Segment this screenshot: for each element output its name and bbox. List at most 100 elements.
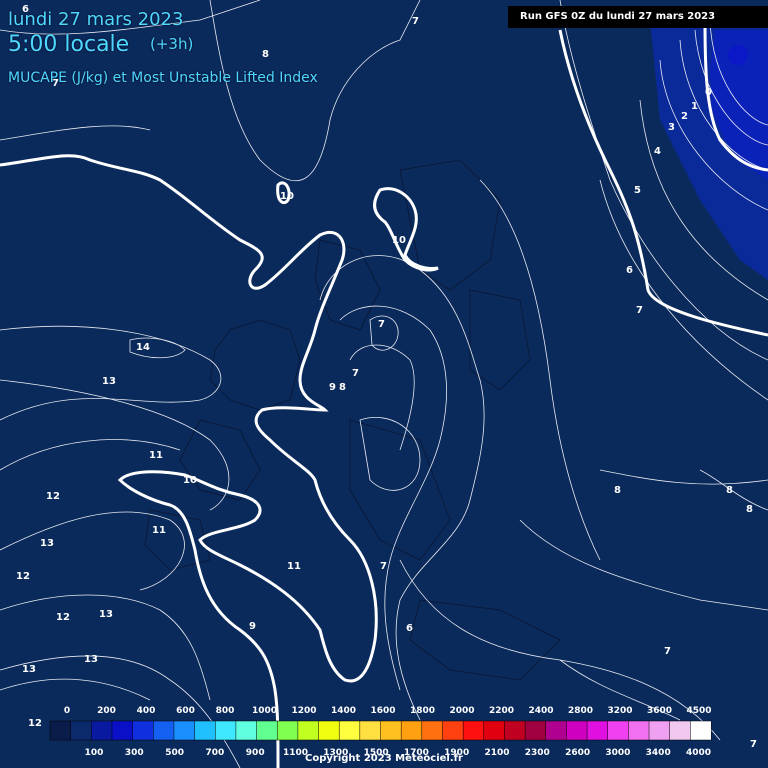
scale-swatch xyxy=(256,720,278,741)
scale-bottom-labels: 100 300 500 700 900 1100 1300 1500 1700 1900 2100 2… xyxy=(85,748,711,758)
scale-swatch xyxy=(91,720,113,741)
scale-swatch xyxy=(400,720,423,741)
forecast-offset: (+3h) xyxy=(150,35,194,53)
scale-label: 3600 xyxy=(647,706,672,716)
scale-swatch xyxy=(524,720,547,741)
scale-label: 200 xyxy=(97,706,116,716)
scale-swatch xyxy=(483,720,505,741)
contour-label: 13 xyxy=(99,609,113,620)
scale-label: 3000 xyxy=(605,748,630,758)
scale-label: 1200 xyxy=(291,706,316,716)
contour-label: 0 xyxy=(705,87,712,98)
scale-swatch xyxy=(586,720,609,741)
cape-core xyxy=(710,30,768,180)
scale-swatch xyxy=(70,720,92,741)
contour-label: 11 xyxy=(287,561,301,572)
scale-swatch xyxy=(49,720,72,741)
scale-swatch xyxy=(648,720,671,741)
contour-label: 8 xyxy=(339,382,346,393)
contour-label: 10 xyxy=(183,475,197,486)
run-info: Run GFS 0Z du lundi 27 mars 2023 xyxy=(508,6,768,28)
scale-swatch xyxy=(442,720,464,741)
scale-swatch xyxy=(153,720,175,741)
scale-label: 1800 xyxy=(410,706,435,716)
coastlines xyxy=(144,159,561,681)
scale-label: 2600 xyxy=(565,748,590,758)
contour-label: 12 xyxy=(28,718,42,729)
scale-label: 400 xyxy=(137,706,156,716)
color-scale xyxy=(49,720,712,741)
contour-label: 7 xyxy=(380,561,387,572)
contour-label: 8 xyxy=(614,485,621,496)
scale-label: 1000 xyxy=(252,706,277,716)
scale-label: 1700 xyxy=(404,748,429,758)
contour-label: 7 xyxy=(636,305,643,316)
contour-label: 3 xyxy=(668,122,675,133)
contour-label: 7 xyxy=(352,368,359,379)
scale-label: 2000 xyxy=(449,706,474,716)
scale-top-labels: 0 200 400 600 800 1000 1200 1400 1600 1800 2000 220… xyxy=(64,706,712,716)
contour-label: 5 xyxy=(634,185,641,196)
scale-swatch xyxy=(318,720,340,741)
scale-swatch xyxy=(173,720,196,741)
contour-label: 11 xyxy=(149,450,163,461)
scale-label: 1500 xyxy=(364,748,389,758)
forecast-time: 5:00 locale xyxy=(8,32,130,57)
scale-swatch xyxy=(194,720,216,741)
scale-swatch xyxy=(504,720,526,741)
forecast-date: lundi 27 mars 2023 xyxy=(8,9,184,30)
scale-label: 1300 xyxy=(323,748,348,758)
scale-label: 1900 xyxy=(444,748,469,758)
scale-label: 3200 xyxy=(607,706,632,716)
scale-label: 1600 xyxy=(370,706,395,716)
scale-swatch xyxy=(566,720,588,741)
scale-swatch xyxy=(628,720,650,741)
scale-label: 0 xyxy=(64,706,70,716)
scale-label: 4000 xyxy=(686,748,711,758)
scale-label: 500 xyxy=(165,748,184,758)
scale-label: 2100 xyxy=(484,748,509,758)
scale-label: 600 xyxy=(176,706,195,716)
contour-label: 10 xyxy=(280,191,294,202)
contour-label: 13 xyxy=(22,664,36,675)
contour-label: 7 xyxy=(664,646,671,657)
scale-swatch xyxy=(215,720,237,741)
contour-label: 4 xyxy=(654,146,661,157)
scale-swatch xyxy=(276,720,299,741)
parameter-title: MUCAPE (J/kg) et Most Unstable Lifted In… xyxy=(8,70,318,86)
scale-label: 2200 xyxy=(489,706,514,716)
contour-label: 11 xyxy=(152,525,166,536)
scale-label: 1400 xyxy=(331,706,356,716)
scale-label: 100 xyxy=(85,748,104,758)
contour-label: 12 xyxy=(46,491,60,502)
scale-label: 3400 xyxy=(646,748,671,758)
contour-label: 1 xyxy=(691,101,698,112)
scale-swatch xyxy=(359,720,382,741)
scale-swatch xyxy=(607,720,629,741)
contour-label: 12 xyxy=(16,571,30,582)
contour-label: 8 xyxy=(746,504,753,515)
scale-label: 900 xyxy=(246,748,265,758)
scale-swatch xyxy=(111,720,134,741)
scale-swatch xyxy=(297,720,320,741)
scale-swatch xyxy=(235,720,258,741)
scale-label: 300 xyxy=(125,748,144,758)
contour-label: 2 xyxy=(681,111,688,122)
contour-label: 9 xyxy=(329,382,336,393)
scale-label: 800 xyxy=(216,706,235,716)
scale-label: 2800 xyxy=(568,706,593,716)
contour-label: 12 xyxy=(56,612,70,623)
contour-label: 13 xyxy=(40,538,54,549)
contour-label: 6 xyxy=(406,623,413,634)
contour-label: 13 xyxy=(84,654,98,665)
scale-label: 1100 xyxy=(283,748,308,758)
contour-label: 7 xyxy=(412,16,419,27)
contour-label: 8 xyxy=(262,49,269,60)
scale-swatch xyxy=(545,720,567,741)
scale-label: 2400 xyxy=(528,706,553,716)
contour-label: 6 xyxy=(626,265,633,276)
scale-swatch xyxy=(380,720,402,741)
scale-swatch xyxy=(132,720,154,741)
scale-swatch xyxy=(338,720,361,741)
